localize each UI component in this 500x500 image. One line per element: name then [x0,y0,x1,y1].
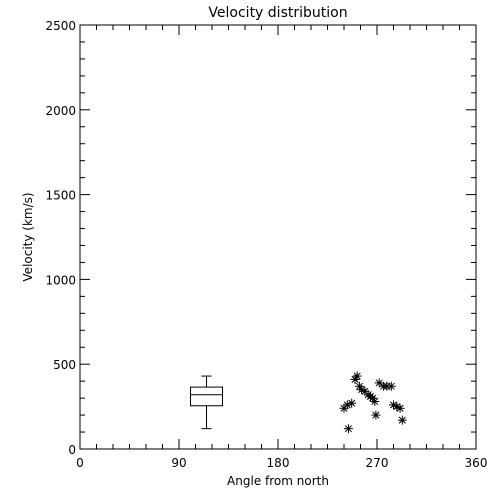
y-tick-label: 0 [68,443,76,457]
axes: 0 90 180 270 360 0 500 1000 1500 2000 2500 [45,19,487,470]
scatter-point [352,371,362,381]
x-tick-label: 90 [171,456,186,470]
scatter-point [343,424,353,434]
boxplot [190,375,223,430]
x-tick-label: 180 [267,456,290,470]
y-tick-label: 1000 [45,273,76,287]
y-tick-label: 500 [53,358,76,372]
chart-title: Velocity distribution [208,5,347,21]
scatter-point [395,403,405,413]
scatter-point [371,410,381,420]
x-tick-label: 0 [76,456,84,470]
y-tick-label: 1500 [45,189,76,203]
y-tick-label: 2500 [45,19,76,33]
x-tick-label: 270 [366,456,389,470]
scatter-point [386,381,396,391]
boxplot-box [190,386,223,407]
scatter-point [370,397,380,407]
scatter-point [397,415,407,425]
scatter-point [347,398,357,408]
x-axis-label: Angle from north [227,474,329,488]
y-tick-label: 2000 [45,104,76,118]
x-tick-label: 360 [465,456,488,470]
scatter-points [339,371,407,434]
y-axis-label: Velocity (km/s) [21,192,35,281]
plot-frame [79,24,477,450]
